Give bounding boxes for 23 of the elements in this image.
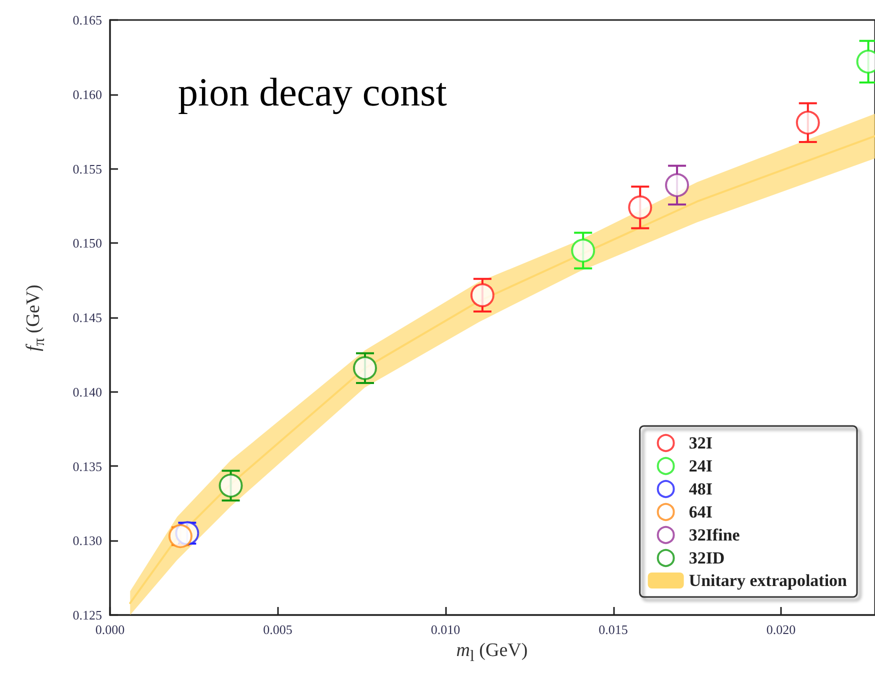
- x-tick-label: 0.000: [95, 622, 125, 637]
- x-tick-label: 0.015: [598, 622, 628, 637]
- y-tick-label: 0.155: [72, 161, 102, 176]
- legend-label: 48I: [688, 480, 713, 498]
- y-tick-label: 0.140: [72, 384, 102, 400]
- legend-label: Unitary extrapolation: [688, 571, 848, 590]
- y-tick-label: 0.150: [72, 236, 102, 251]
- annotation: pion decay const: [178, 70, 447, 114]
- x-tick-label: 0.010: [430, 622, 460, 637]
- x-tick-label: 0.020: [766, 622, 796, 637]
- x-axis-title: m$_{l}$ (GeV): [456, 640, 528, 666]
- y-tick-label: 0.135: [72, 458, 102, 474]
- legend-label: 32ID: [688, 548, 725, 568]
- x-tick-label: 0.005: [263, 622, 292, 637]
- y-tick-label: 0.160: [72, 86, 102, 102]
- legend-label: 32I: [688, 434, 713, 452]
- legend-label: 32Ifine: [688, 526, 740, 544]
- y-tick-label: 0.125: [72, 608, 102, 622]
- y-tick-label: 0.165: [72, 12, 102, 28]
- legend-label: 24I: [688, 456, 713, 476]
- y-tick-label: 0.130: [72, 533, 102, 548]
- y-tick-label: 0.145: [72, 310, 102, 325]
- legend-label: 64I: [688, 502, 713, 522]
